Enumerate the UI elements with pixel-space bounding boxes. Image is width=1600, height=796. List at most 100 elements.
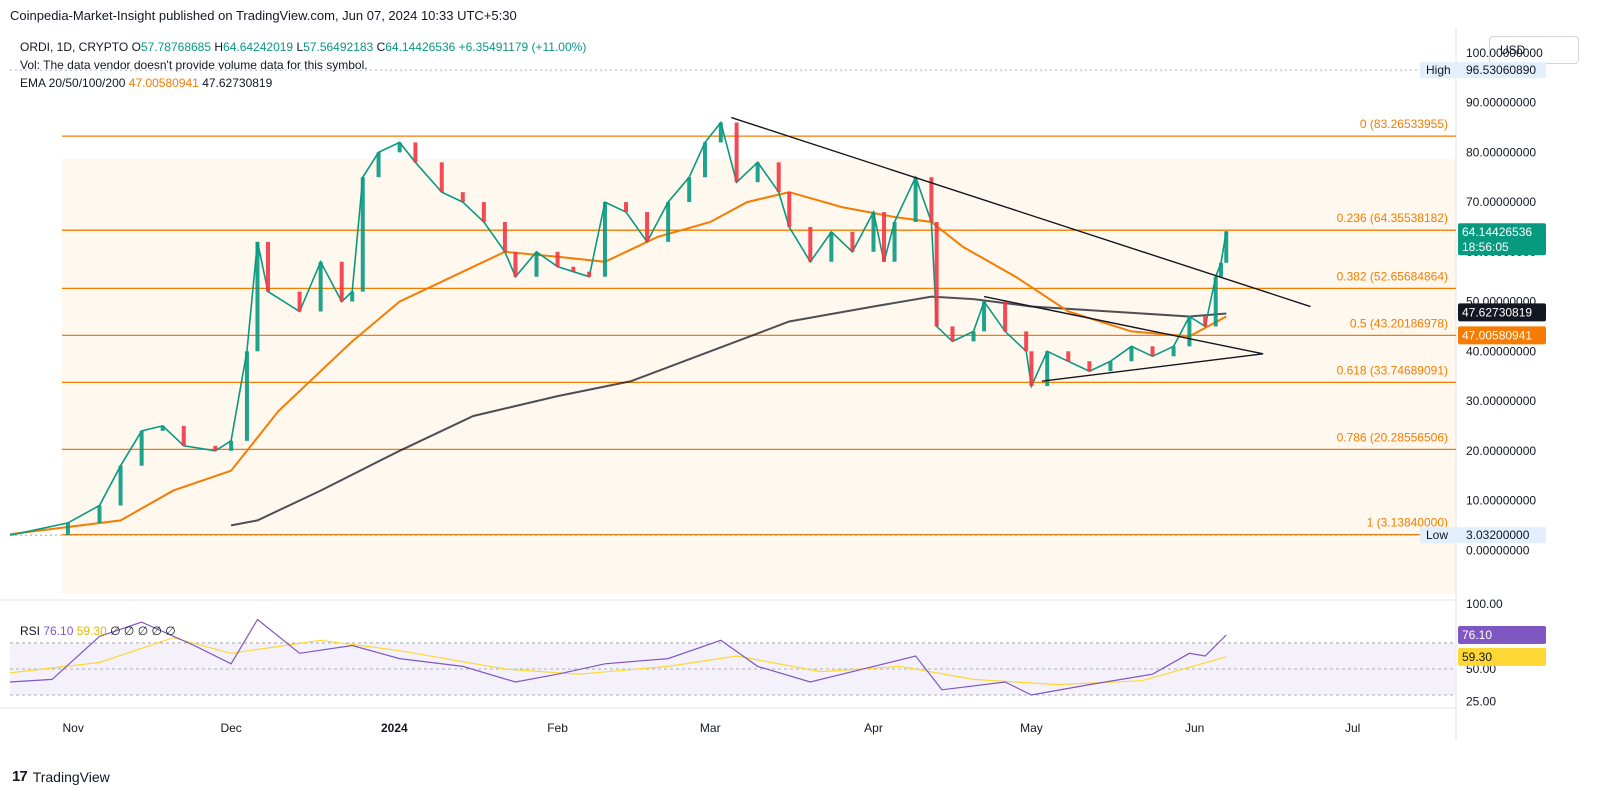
candle <box>481 202 486 222</box>
ema200-tag-box <box>1458 303 1546 322</box>
candle <box>718 122 723 143</box>
candle <box>244 351 249 441</box>
rsi-ma-tag-text: 59.30 <box>1462 650 1492 664</box>
candle <box>265 241 270 292</box>
y-tick-label: 10.00000000 <box>1466 494 1536 508</box>
ema-50-line <box>9 191 1227 536</box>
candle <box>1213 276 1218 327</box>
trendline <box>1041 353 1264 382</box>
low-tag-label: Low <box>1426 528 1448 542</box>
x-tick-label: Dec <box>220 721 241 735</box>
candle <box>1129 346 1134 362</box>
x-tick-label: Jul <box>1345 721 1360 735</box>
candle <box>913 177 918 222</box>
ema-200-line <box>230 295 1227 527</box>
last-price-tag-box <box>1458 223 1546 256</box>
candle <box>350 291 355 302</box>
fib-level-label: 0 (83.26533955) <box>1360 117 1448 131</box>
candle <box>808 226 813 262</box>
ema-legend: EMA 20/50/100/200 47.00580941 47.6273081… <box>20 76 272 90</box>
y-tick-label: 80.00000000 <box>1466 145 1536 159</box>
trendline <box>731 116 1311 308</box>
candle <box>882 212 887 262</box>
y-tick-label: 90.00000000 <box>1466 96 1536 110</box>
x-tick-label: Jun <box>1185 721 1204 735</box>
x-tick-label: Mar <box>700 721 721 735</box>
rsi-tag-box <box>1458 626 1546 645</box>
candle <box>1187 316 1192 347</box>
rsi-tick-label: 50.00 <box>1466 662 1496 676</box>
last-price-tag-text: 64.14426536 <box>1462 225 1532 239</box>
ema-value-orange: 47.00580941 <box>128 76 199 90</box>
candle <box>666 202 671 242</box>
candle <box>703 142 707 178</box>
y-tick-label: 60.00000000 <box>1466 245 1536 259</box>
trendline <box>983 295 1264 355</box>
rsi-placeholder: ∅ <box>151 624 162 638</box>
fib-level-label: 0.5 (43.20186978) <box>1350 316 1448 330</box>
candle <box>850 231 855 252</box>
rsi-ma-tag-box <box>1458 647 1546 666</box>
high-tag-label: High <box>1426 63 1451 77</box>
candle <box>645 212 650 242</box>
rsi-band <box>10 642 1456 695</box>
rsi-placeholder: ∅ <box>123 624 135 638</box>
fib-level-label: 0.236 (64.35538182) <box>1337 211 1448 225</box>
candle <box>339 261 344 302</box>
high-tag-value: 96.53060890 <box>1466 63 1536 77</box>
currency-button[interactable]: USD <box>1489 36 1579 64</box>
y-tick-label: 50.00000000 <box>1466 295 1536 309</box>
high-tag-box <box>1420 62 1546 79</box>
rsi-value: 76.10 <box>43 624 74 638</box>
ema-value-black: 47.62730819 <box>202 76 273 90</box>
candle <box>1066 351 1071 362</box>
high-value: 64.64242019 <box>223 40 294 54</box>
candle <box>213 445 218 451</box>
candle <box>871 212 876 252</box>
candle <box>502 221 507 252</box>
rsi-placeholder: ∅ <box>110 624 121 638</box>
candle <box>571 266 576 272</box>
y-tick-label: 70.00000000 <box>1466 195 1536 209</box>
candle <box>776 162 781 193</box>
x-tick-label: Apr <box>864 721 883 735</box>
candle <box>602 202 607 277</box>
candle <box>181 425 186 446</box>
brand-name: TradingView <box>32 768 110 785</box>
ema-label[interactable]: EMA 20/50/100/200 <box>20 76 126 90</box>
candle <box>1203 316 1208 327</box>
candle <box>934 221 939 327</box>
price-line <box>9 120 1228 537</box>
candle <box>1218 262 1223 277</box>
tradingview-logo-icon: 17 <box>12 768 28 785</box>
candle <box>929 177 934 222</box>
candle <box>1087 361 1092 372</box>
candle <box>360 177 365 292</box>
x-tick-label: Feb <box>547 721 568 735</box>
volume-note: Vol: The data vendor doesn't provide vol… <box>20 58 368 72</box>
candle <box>65 522 70 536</box>
x-tick-label: Nov <box>63 721 84 735</box>
symbol-label[interactable]: ORDI, 1D, CRYPTO <box>20 40 129 54</box>
candle <box>460 192 465 203</box>
candle <box>1045 351 1050 387</box>
rsi-tag-text: 76.10 <box>1462 628 1492 642</box>
low-value: 57.56492183 <box>303 40 374 54</box>
rsi-label[interactable]: RSI <box>20 624 41 638</box>
footer-brand[interactable]: 17 TradingView <box>12 768 110 785</box>
candle <box>397 142 402 153</box>
fib-zone <box>62 159 1456 594</box>
candle <box>139 430 144 466</box>
rsi-tick-label: 100.00 <box>1466 597 1503 611</box>
y-tick-label: 20.00000000 <box>1466 444 1536 458</box>
candle <box>118 465 123 506</box>
rsi-tick-label: 25.00 <box>1466 694 1496 708</box>
candle <box>829 231 834 262</box>
candle <box>624 202 629 213</box>
fib-level-label: 0.618 (33.74689091) <box>1337 363 1448 377</box>
candle <box>439 162 444 193</box>
candle <box>892 221 897 262</box>
candle <box>555 251 560 267</box>
publisher-line: Coinpedia-Market-Insight published on Tr… <box>10 8 517 23</box>
